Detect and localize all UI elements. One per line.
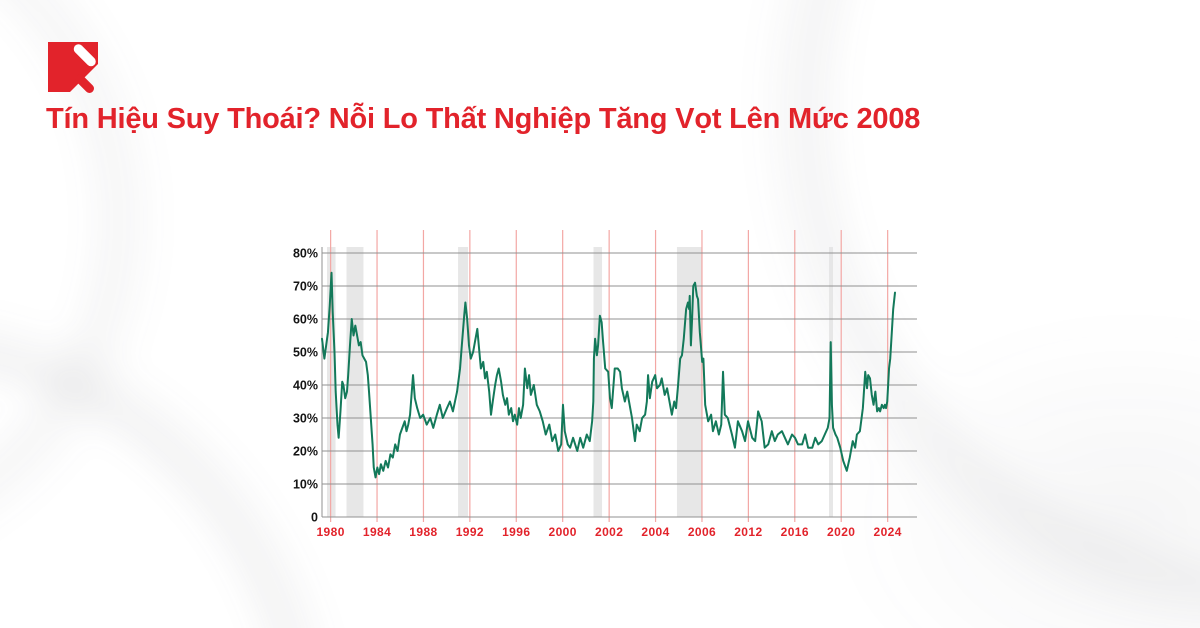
logo-slash-white-icon (73, 44, 96, 67)
x-tick-label: 2006 (688, 525, 716, 539)
x-tick-label: 2016 (781, 525, 809, 539)
recession-band (327, 247, 336, 517)
x-tick-label: 1992 (456, 525, 484, 539)
y-tick-label: 0 (311, 511, 318, 525)
brand-logo-icon (48, 42, 98, 93)
recession-band (458, 247, 469, 517)
x-tick-label: 2000 (549, 525, 577, 539)
x-tick-label: 1996 (502, 525, 530, 539)
page-title: Tín Hiệu Suy Thoái? Nỗi Lo Thất Nghiệp T… (46, 103, 921, 135)
y-tick-label: 10% (293, 478, 318, 492)
recession-band (676, 247, 702, 517)
x-tick-label: 2012 (734, 525, 762, 539)
logo-dash-red-icon (75, 74, 94, 93)
chart-plot-area: 1980 1984 1988 1992 1996 2000 2002 2004 2006 2012… (293, 230, 917, 539)
x-tick-label: 2002 (595, 525, 623, 539)
y-tick-label: 30% (293, 412, 318, 426)
x-tick-label: 1988 (409, 525, 437, 539)
brand-logo (48, 42, 98, 93)
y-tick-label: 70% (293, 280, 318, 294)
y-tick-label: 80% (293, 247, 318, 261)
x-tick-label: 2004 (641, 525, 669, 539)
y-tick-label: 20% (293, 445, 318, 459)
recession-band (593, 247, 603, 517)
y-tick-label: 60% (293, 313, 318, 327)
x-tick-label: 1980 (316, 525, 344, 539)
x-tick-label: 1984 (363, 525, 391, 539)
series-line (321, 271, 896, 479)
x-tick-label: 2024 (874, 525, 902, 539)
recession-band (346, 247, 364, 517)
unemployment-fear-chart: 1980 1984 1988 1992 1996 2000 2002 2004 2006 2012… (285, 222, 945, 552)
y-tick-label: 50% (293, 346, 318, 360)
y-tick-label: 40% (293, 379, 318, 393)
x-tick-label: 2020 (827, 525, 855, 539)
